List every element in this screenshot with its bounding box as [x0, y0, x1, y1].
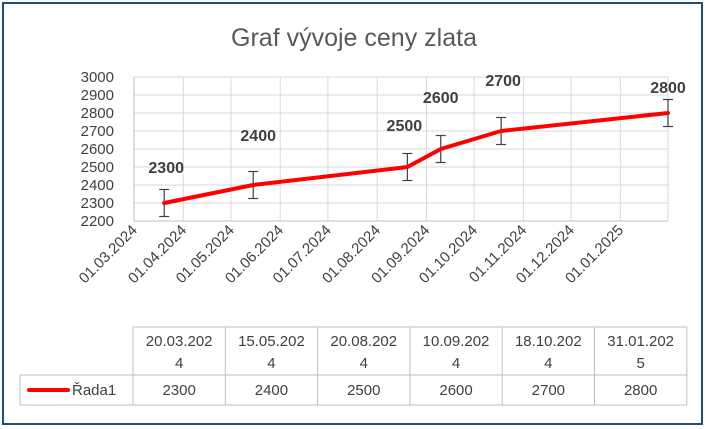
table-header-cell: 10.09.202 — [423, 333, 490, 350]
y-tick-label: 2300 — [81, 195, 114, 212]
series-line — [162, 111, 670, 205]
table-header-cell: 15.05.202 — [238, 333, 305, 350]
y-tick-label: 2200 — [81, 213, 114, 230]
table-header-cell: 4 — [175, 355, 183, 372]
y-tick-label: 2700 — [81, 123, 114, 140]
data-label: 2500 — [387, 118, 423, 135]
data-label: 2400 — [240, 128, 276, 145]
chart-frame — [2, 2, 703, 425]
table-header-cell: 4 — [452, 355, 460, 372]
data-label: 2600 — [423, 90, 459, 107]
table-row-label: Řada1 — [72, 382, 116, 399]
table-value-cell: 2600 — [439, 382, 472, 399]
gridlines — [133, 76, 669, 222]
y-tick-label: 2900 — [81, 87, 114, 104]
y-tick-label: 3000 — [81, 69, 114, 86]
series-line-rada1 — [162, 111, 670, 205]
x-axis — [133, 77, 668, 222]
y-tick-label: 2400 — [81, 177, 114, 194]
table-header-cell: 4 — [544, 355, 552, 372]
table-header-cell: 4 — [267, 355, 275, 372]
y-tick-label: 2500 — [81, 159, 114, 176]
error-bars — [159, 98, 673, 218]
table-value-cell: 2300 — [162, 382, 195, 399]
x-tick-labels: 01.03.202401.04.202401.05.202401.06.2024… — [76, 222, 627, 287]
data-table: 20.03.202 4 15.05.202 4 20.08.202 4 10.09.202 4… — [19, 326, 688, 406]
data-label: 2300 — [148, 160, 184, 177]
table-header-cell: 18.10.202 — [515, 333, 582, 350]
data-label: 2700 — [485, 73, 521, 90]
table-value-cell: 2400 — [255, 382, 288, 399]
table-header-cell: 20.03.202 — [146, 333, 213, 350]
table-value-cell: 2800 — [624, 382, 657, 399]
table-header-cell: 4 — [360, 355, 368, 372]
table-header-cell: 20.08.202 — [330, 333, 397, 350]
table-header-cell: 5 — [636, 355, 644, 372]
table-header-cell: 31.01.202 — [607, 333, 674, 350]
y-tick-label: 2800 — [81, 105, 114, 122]
table-value-cell: 2700 — [532, 382, 565, 399]
table-value-cell: 2500 — [347, 382, 380, 399]
data-label: 2800 — [650, 80, 686, 97]
y-tick-label: 2600 — [81, 141, 114, 158]
chart-title: Graf vývoje ceny zlata — [231, 24, 477, 52]
